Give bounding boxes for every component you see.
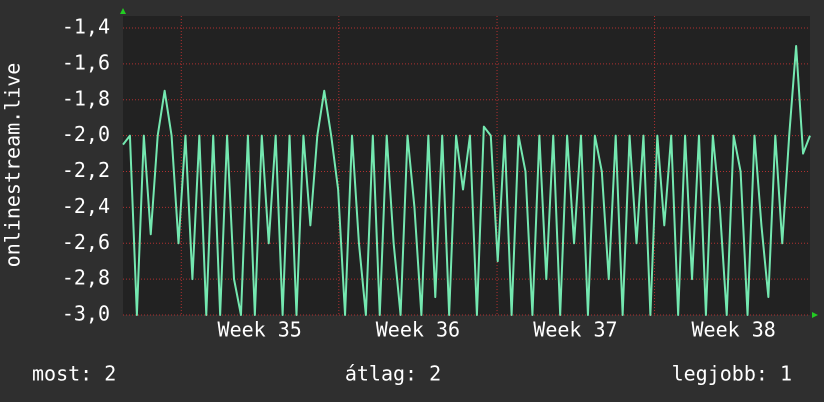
x-tick-label: Week 37	[533, 318, 617, 342]
y-tick-label: -2,2	[62, 158, 110, 182]
footer-item: legjobb: 1	[672, 362, 792, 386]
y-tick-label: -2,0	[62, 122, 110, 146]
axis-arrow	[812, 312, 818, 318]
y-tick-label: -1,4	[62, 15, 110, 39]
y-tick-label: -2,4	[62, 194, 110, 218]
x-tick-label: Week 38	[692, 318, 776, 342]
y-axis-label: onlinestream.live	[1, 63, 25, 268]
y-tick-label: -2,6	[62, 230, 110, 254]
footer-item: most: 2	[32, 362, 116, 386]
y-tick-label: -1,6	[62, 50, 110, 74]
data-line	[122, 44, 811, 316]
footer-item: átlag: 2	[345, 362, 441, 386]
y-tick-label: -2,8	[62, 266, 110, 290]
x-tick-label: Week 36	[376, 318, 460, 342]
y-tick-label: -3,0	[62, 302, 110, 326]
y-tick-label: -1,8	[62, 86, 110, 110]
x-tick-label: Week 35	[218, 318, 302, 342]
axis-arrow	[120, 8, 126, 14]
